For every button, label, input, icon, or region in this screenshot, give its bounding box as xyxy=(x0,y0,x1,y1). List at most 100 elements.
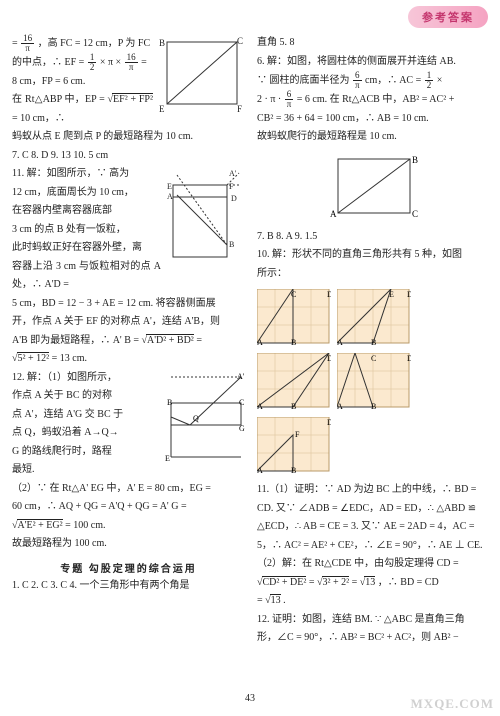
svg-text:B: B xyxy=(167,398,172,407)
svg-text:B: B xyxy=(229,240,234,249)
text: ，∴ BD = CD xyxy=(378,577,439,588)
text-line: 10. 解：形状不同的直角三角形共有 5 种，如图 xyxy=(257,246,490,265)
grid-triangle-5: A B D F xyxy=(257,417,331,475)
answer-row: 7. B 8. A 9. 1.5 xyxy=(257,228,490,247)
text: = 13 cm. xyxy=(52,353,87,364)
svg-text:D: D xyxy=(407,354,411,363)
svg-text:A: A xyxy=(257,466,263,475)
svg-text:C: C xyxy=(237,36,243,46)
fraction: 6π xyxy=(353,71,362,90)
svg-text:D: D xyxy=(407,290,411,299)
svg-text:B: B xyxy=(371,338,376,347)
svg-text:G: G xyxy=(239,424,245,433)
text-line: 12. 证明：如图，连结 BM. ∵ △ABC 是直角三角 xyxy=(257,611,490,630)
svg-text:C: C xyxy=(412,209,418,219)
sqrt-body: A'D² + BD² xyxy=(146,334,194,346)
svg-text:F: F xyxy=(295,430,300,439)
svg-text:A: A xyxy=(330,209,337,219)
sqrt-body: A'E² + EG² xyxy=(17,519,63,531)
text: 在 Rt△ABP 中，EP = xyxy=(12,94,108,105)
text-line: △ECD，∴ AB = CE = 3. 又∵ AE = 2AD = 4，AC = xyxy=(257,518,490,537)
svg-text:E: E xyxy=(389,290,394,299)
text-line: 开，作点 A 关于 EF 的对称点 A'，连结 A'B，则 xyxy=(12,313,245,332)
svg-text:A: A xyxy=(257,338,263,347)
fraction: 12 xyxy=(88,53,97,72)
grid-triangle-2: A B E D xyxy=(337,289,411,347)
text: = 6 cm. 在 Rt△ACB 中，AB² = AC² + xyxy=(297,94,455,105)
text: 2 · π · xyxy=(257,94,284,105)
svg-text:D: D xyxy=(327,418,331,427)
svg-text:D: D xyxy=(327,354,331,363)
sqrt-body: 3² + 2² xyxy=(322,576,350,588)
text-line: A'E² + EG² = 100 cm. xyxy=(12,517,245,536)
text-line: 5，∴ AC² = AE² + CE²，∴ ∠E = 90°，∴ AE ⊥ CE… xyxy=(257,537,490,556)
text: = xyxy=(309,577,317,588)
watermark: MXQE.COM xyxy=(411,696,494,712)
svg-text:E: E xyxy=(165,454,170,461)
topic-heading: 专题 勾股定理的综合运用 xyxy=(12,560,245,575)
right-column: 直角 5. 8 6. 解：如图，将圆柱体的侧面展开并连结 AB. ∵ 圆柱的底面… xyxy=(257,34,490,704)
text-line: A'B 即为最短路程，∴ A' B = A'D² + BD² = xyxy=(12,332,245,351)
text-line: 最短. xyxy=(12,461,245,480)
sqrt-icon xyxy=(317,577,322,588)
text-line: （2）解：在 Rt△CDE 中，由勾股定理得 CD = xyxy=(257,555,490,574)
figure-reflection-q: A' B C Q E G xyxy=(165,371,245,461)
sqrt-icon xyxy=(257,577,262,588)
svg-text:A': A' xyxy=(237,372,245,381)
svg-text:C: C xyxy=(371,354,376,363)
figure-square-abc: A B C xyxy=(257,151,490,224)
text-line: 所示： xyxy=(257,265,490,284)
svg-text:E: E xyxy=(167,182,172,191)
svg-text:F: F xyxy=(229,182,234,191)
svg-text:A: A xyxy=(167,192,173,201)
text: = xyxy=(196,335,202,346)
text-line: 故蚂蚁爬行的最短路程是 10 cm. xyxy=(257,128,490,147)
svg-text:C: C xyxy=(239,398,244,407)
svg-text:A: A xyxy=(337,338,343,347)
svg-text:Q: Q xyxy=(193,414,199,423)
figure-container-unfold: A' A E F D B xyxy=(167,167,245,263)
text-line: 60 cm，∴ AQ + QG = A'Q + QG = A' G = xyxy=(12,498,245,517)
fraction: 12 xyxy=(425,71,434,90)
text: × xyxy=(437,75,443,86)
sqrt-body: 13 xyxy=(364,576,375,588)
svg-text:B: B xyxy=(291,402,296,411)
text-line: 2 · π · 6π = 6 cm. 在 Rt△ACB 中，AB² = AC² … xyxy=(257,90,490,109)
svg-text:B: B xyxy=(159,38,165,48)
svg-text:F: F xyxy=(237,104,242,114)
sqrt-body: 5² + 12² xyxy=(17,352,50,364)
text: A'B 即为最短路程，∴ A' B = xyxy=(12,335,142,346)
text-line: 11.（1）证明：∵ AD 为边 BC 上的中线，∴ BD = xyxy=(257,481,490,500)
svg-text:A': A' xyxy=(229,169,237,178)
svg-text:B: B xyxy=(291,466,296,475)
fraction: 16π xyxy=(21,34,34,53)
text: 的中点，∴ EF = xyxy=(12,57,87,68)
sqrt-body: EF² + FP² xyxy=(112,93,153,105)
svg-text:D: D xyxy=(327,290,331,299)
text-line: （2）∵ 在 Rt△A' EG 中，A' E = 80 cm，EG = xyxy=(12,480,245,499)
page-body: C B E F = 16π ，高 FC = 12 cm，P 为 FC 的中点，∴… xyxy=(0,0,500,716)
fraction: 16π xyxy=(125,53,138,72)
text-line: 5 cm，BD = 12 − 3 + AE = 12 cm. 将容器侧面展 xyxy=(12,295,245,314)
text: = xyxy=(352,577,360,588)
text: . xyxy=(283,595,286,606)
text-line: CD. 又∵ ∠ADB = ∠EDC，AD = ED，∴ △ABD ≌ xyxy=(257,500,490,519)
text-line: 蚂蚁从点 E 爬到点 P 的最短路程为 10 cm. xyxy=(12,128,245,147)
text: = 10 cm，∴ xyxy=(12,113,65,124)
grid-triangle-4: ABCD xyxy=(337,353,411,411)
answer-row: 1. C 2. C 3. C 4. 一个三角形中有两个角是 xyxy=(12,577,245,596)
left-column: C B E F = 16π ，高 FC = 12 cm，P 为 FC 的中点，∴… xyxy=(12,34,245,704)
text: ∵ 圆柱的底面半径为 xyxy=(257,75,352,86)
grid-triangle-1: A B C D xyxy=(257,289,331,347)
answer-row: 7. C 8. D 9. 13 10. 5 cm xyxy=(12,147,245,166)
text-line: ∵ 圆柱的底面半径为 6π cm，∴ AC = 12 × xyxy=(257,71,490,90)
svg-text:B: B xyxy=(291,338,296,347)
svg-text:E: E xyxy=(159,104,165,114)
svg-text:C: C xyxy=(291,290,296,299)
svg-text:B: B xyxy=(412,155,418,165)
svg-text:D: D xyxy=(231,194,237,203)
figure-grid-set: ABCD ABED ABD xyxy=(257,289,490,475)
answer-header-badge: 参考答案 xyxy=(408,6,488,28)
grid-triangle-3: ABD xyxy=(257,353,331,411)
text-line: 5² + 12² = 13 cm. xyxy=(12,350,245,369)
